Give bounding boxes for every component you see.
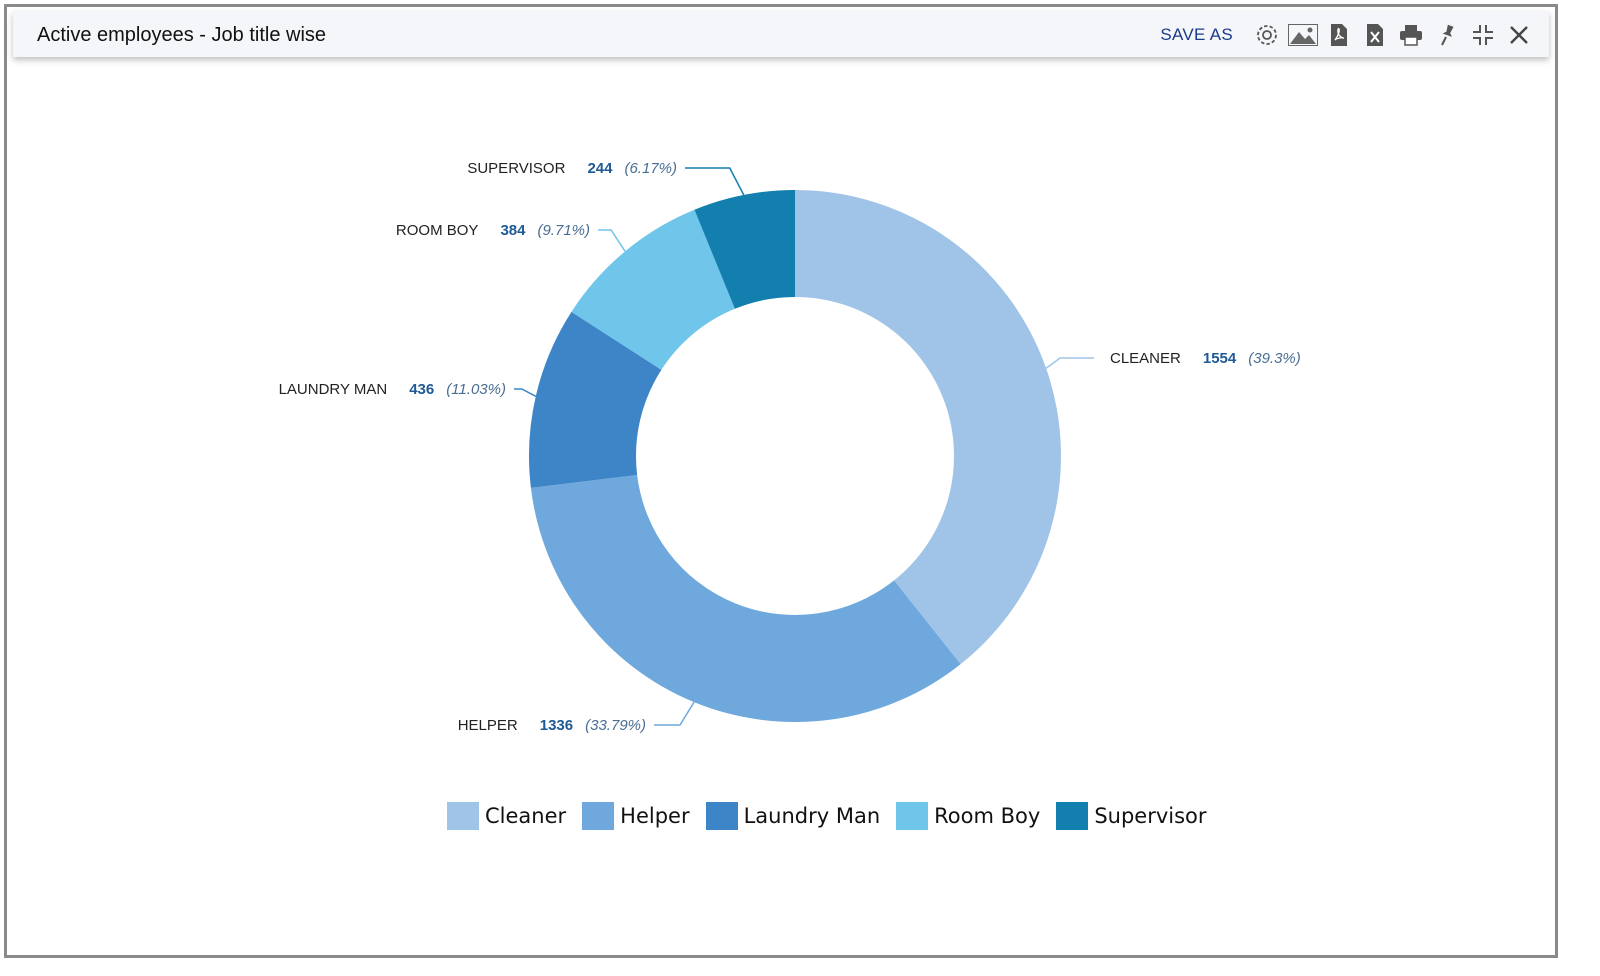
gear-icon[interactable] bbox=[1249, 19, 1285, 51]
slice-label: HELPER 1336 (33.79%) bbox=[458, 717, 646, 734]
slice-label: CLEANER 1554 (39.3%) bbox=[1110, 350, 1301, 367]
connector-line bbox=[598, 229, 626, 252]
legend-label: Room Boy bbox=[934, 804, 1041, 828]
legend-label: Laundry Man bbox=[743, 804, 881, 828]
toolbar: SAVE AS bbox=[1160, 19, 1537, 51]
connector-line bbox=[654, 701, 695, 726]
chart-legend: Cleaner Helper Laundry Man Room Boy Supervis… bbox=[447, 802, 1223, 830]
excel-icon[interactable] bbox=[1357, 19, 1393, 51]
slice-helper[interactable] bbox=[530, 475, 961, 722]
image-icon[interactable] bbox=[1285, 19, 1321, 51]
slice-label: ROOM BOY 384 (9.71%) bbox=[396, 222, 590, 239]
donut-chart: CLEANER 1554 (39.3%) HELPER 1336 (33.79%) LAUN… bbox=[279, 160, 1301, 734]
legend-label: Supervisor bbox=[1094, 804, 1207, 828]
pdf-icon[interactable] bbox=[1321, 19, 1357, 51]
pin-icon[interactable] bbox=[1429, 19, 1465, 51]
slice-label: SUPERVISOR 244 (6.17%) bbox=[467, 160, 677, 177]
legend-swatch bbox=[1056, 802, 1089, 830]
chart-window: Active employees - Job title wise SAVE A… bbox=[4, 4, 1558, 958]
legend-item-laundry-man[interactable]: Laundry Man bbox=[705, 802, 881, 830]
legend-swatch bbox=[447, 802, 479, 830]
slice-supervisor[interactable] bbox=[694, 190, 795, 309]
save-as-button[interactable]: SAVE AS bbox=[1160, 25, 1233, 44]
legend-swatch bbox=[582, 802, 615, 830]
slice-room-boy[interactable] bbox=[571, 209, 735, 370]
legend-label: Cleaner bbox=[485, 804, 567, 828]
slice-label: LAUNDRY MAN 436 (11.03%) bbox=[279, 381, 506, 398]
slice-cleaner[interactable] bbox=[795, 190, 1061, 665]
legend-swatch bbox=[896, 802, 929, 830]
collapse-icon[interactable] bbox=[1465, 19, 1501, 51]
title-bar: Active employees - Job title wise SAVE A… bbox=[13, 11, 1549, 57]
close-icon[interactable] bbox=[1501, 19, 1537, 51]
legend-swatch bbox=[705, 802, 738, 830]
connector-line bbox=[1045, 357, 1094, 369]
legend-item-room-boy[interactable]: Room Boy bbox=[896, 802, 1040, 830]
legend-label: Helper bbox=[620, 804, 690, 828]
slice-laundry-man[interactable] bbox=[529, 311, 662, 488]
connector-line bbox=[514, 388, 537, 397]
print-icon[interactable] bbox=[1393, 19, 1429, 51]
legend-item-cleaner[interactable]: Cleaner bbox=[447, 802, 566, 830]
connector-line bbox=[685, 167, 745, 196]
legend-item-helper[interactable]: Helper bbox=[582, 802, 690, 830]
legend-item-supervisor[interactable]: Supervisor bbox=[1056, 802, 1207, 830]
window-title: Active employees - Job title wise bbox=[37, 24, 327, 46]
